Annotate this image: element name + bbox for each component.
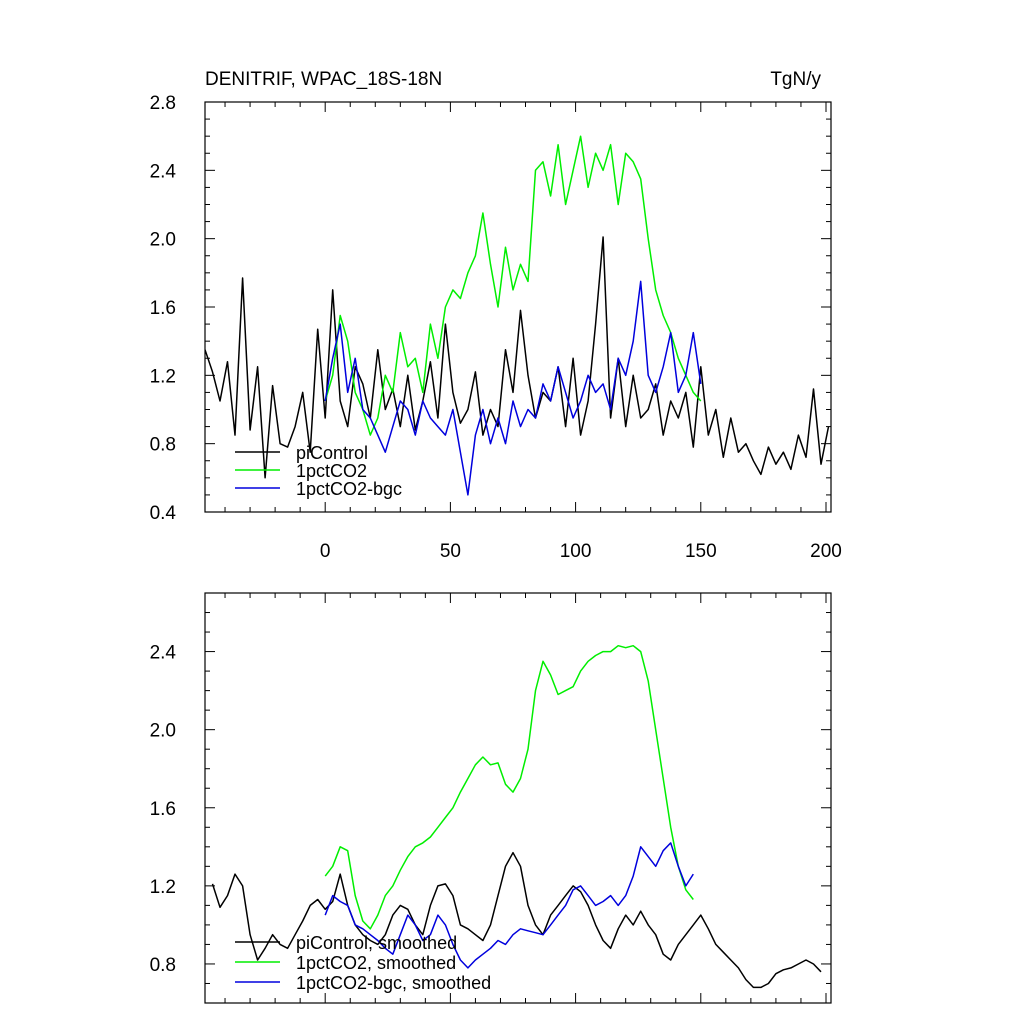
- x-tick-label: 200: [810, 541, 842, 562]
- panel-top: DENITRIF, WPAC_18S-18N TgN/y 0 50 100 150 200 0…: [150, 69, 842, 562]
- y-tick-label: 2.0: [150, 721, 176, 742]
- y-tick-label: 1.2: [150, 877, 176, 898]
- series-line-1pctco2: [324, 135, 702, 436]
- y-tick-label: 1.6: [150, 799, 176, 820]
- legend-label: piControl, smoothed: [296, 933, 457, 953]
- y-tick-label: 0.8: [150, 955, 176, 976]
- series-line-picontrol: [205, 236, 830, 479]
- plot-area: [205, 135, 830, 496]
- y-tick-label: 2.4: [150, 161, 177, 182]
- plot-frame: [204, 101, 832, 513]
- series-line-1pctco2-bgc-smoothed: [324, 842, 694, 969]
- legend-label: piControl: [296, 443, 368, 463]
- y-tick-label: 0.8: [150, 435, 176, 456]
- x-tick-label: 50: [440, 541, 461, 562]
- y-tick-label: 1.6: [150, 298, 176, 319]
- minor-ticks: [205, 592, 831, 1004]
- x-tick-label: 150: [685, 541, 717, 562]
- y-tick-label: 2.0: [150, 230, 176, 251]
- minor-ticks: [205, 102, 831, 512]
- series-line-1pctco2-bgc: [324, 280, 702, 496]
- series-line-1pctco2-smoothed: [324, 644, 694, 930]
- units-label: TgN/y: [770, 69, 821, 90]
- series-line-picontrol-smoothed: [211, 851, 822, 989]
- y-tick-label: 2.4: [150, 643, 177, 664]
- legend-label: 1pctCO2: [296, 461, 367, 481]
- plot-frame: [204, 592, 832, 1004]
- x-tick-label: 100: [560, 541, 592, 562]
- legend-label: 1pctCO2-bgc, smoothed: [296, 973, 491, 993]
- legend-label: 1pctCO2, smoothed: [296, 953, 456, 973]
- y-tick-label: 1.2: [150, 366, 176, 387]
- plot-area: [211, 644, 822, 989]
- x-tick-label: 0: [320, 541, 331, 562]
- y-tick-label: 0.4: [150, 503, 177, 524]
- chart-title: DENITRIF, WPAC_18S-18N: [205, 69, 442, 90]
- legend-label: 1pctCO2-bgc: [296, 479, 402, 499]
- y-tick-label: 2.8: [150, 93, 176, 114]
